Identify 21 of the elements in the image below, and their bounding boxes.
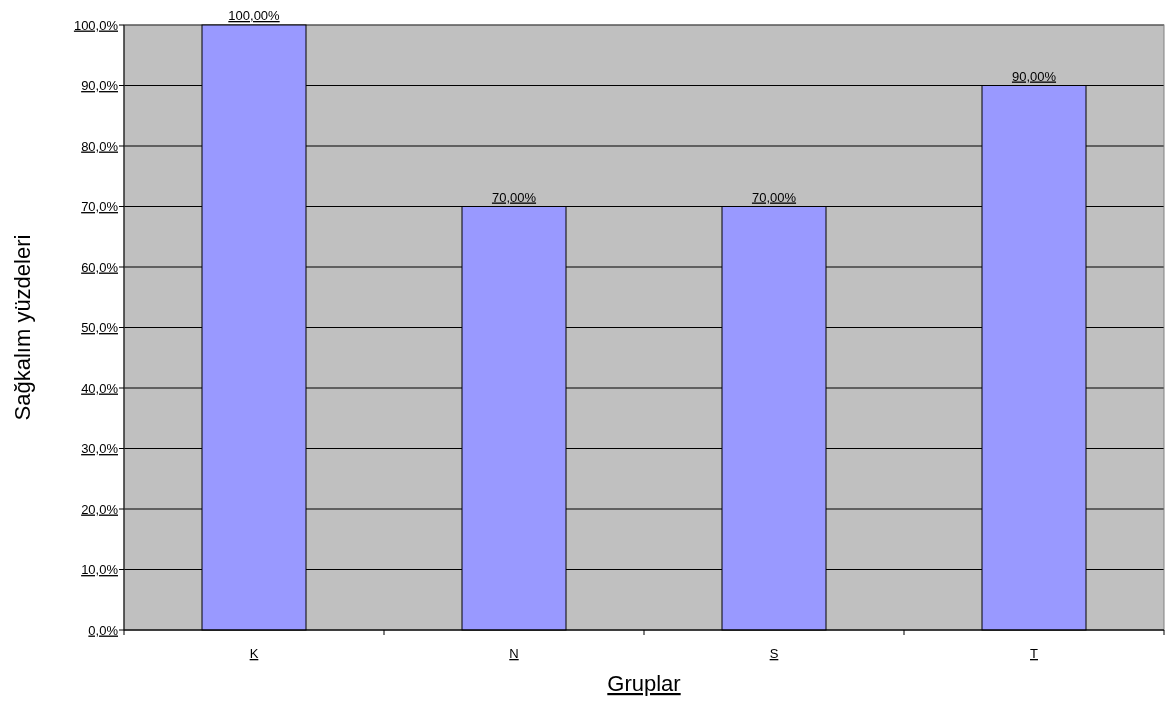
y-tick-label: 70,0% [81, 199, 119, 215]
y-tick-label: 100,0% [73, 17, 119, 33]
y-tick-label: 90,0% [81, 78, 119, 94]
y-tick-label: 0,0% [88, 622, 119, 638]
data-label: 70,00% [751, 189, 797, 205]
y-tick-label: 50,0% [81, 320, 119, 336]
x-tick-label: K [249, 646, 259, 661]
y-tick-label: 40,0% [81, 380, 119, 396]
y-tick-label: 30,0% [81, 441, 119, 457]
data-label: 90,00% [1011, 68, 1057, 84]
x-axis-title: Gruplar [607, 671, 681, 696]
data-label: 100,00% [228, 8, 281, 23]
y-tick-label: 80,0% [81, 138, 119, 154]
data-label: 70,00% [491, 189, 537, 205]
x-tick-label: T [1030, 646, 1039, 661]
y-tick-label: 20,0% [81, 501, 119, 517]
x-tick-label: N [509, 646, 519, 661]
y-tick-label: 60,0% [81, 259, 119, 275]
x-tick-label: S [769, 646, 779, 661]
y-axis-title: Sağkalım yüzdeleri [10, 234, 35, 421]
y-tick-label: 10,0% [81, 562, 119, 578]
